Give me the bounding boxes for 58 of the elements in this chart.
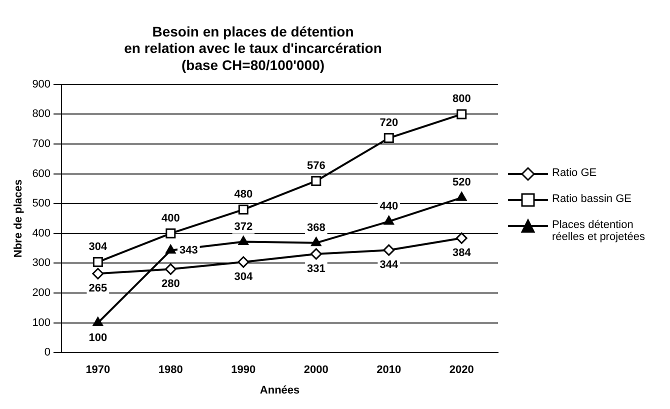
x-tick-label: 1970 — [86, 364, 110, 376]
data-label: 384 — [452, 247, 472, 260]
point — [456, 232, 468, 244]
data-label: 520 — [452, 176, 471, 189]
point — [456, 109, 467, 120]
x-tick-label: 2000 — [304, 364, 328, 376]
y-tick-label: 300 — [32, 257, 51, 270]
point — [238, 204, 248, 215]
x-tick-label: 2010 — [376, 364, 402, 376]
chart-title: Besoin en places de détention en relation avec le taux d'incarcération (base CH=80/100'000) — [124, 23, 382, 73]
x-tick-label: 1980 — [158, 364, 183, 376]
y-tick-label: 400 — [32, 227, 51, 240]
data-label: 100 — [88, 332, 108, 344]
data-label: 304 — [234, 271, 254, 284]
data-label: 304 — [88, 241, 108, 254]
data-label: 344 — [380, 259, 399, 272]
point — [384, 133, 394, 144]
point — [456, 192, 467, 201]
point — [92, 268, 104, 280]
y-tick-label: 800 — [32, 108, 51, 120]
data-label: 480 — [234, 188, 253, 201]
data-label: 265 — [88, 282, 108, 295]
data-label: 372 — [234, 220, 253, 233]
y-tick-label: 100 — [32, 316, 51, 329]
y-tick-label: 700 — [32, 138, 51, 150]
point — [166, 244, 176, 254]
data-label: 343 — [179, 244, 198, 256]
x-tick-label: 1990 — [231, 364, 256, 376]
y-tick-label: 500 — [32, 198, 51, 210]
data-label: 720 — [380, 117, 398, 130]
data-label: 400 — [161, 212, 180, 224]
y-tick-label: 0 — [44, 346, 51, 359]
data-label: 331 — [306, 262, 326, 275]
y-tick-label: 900 — [32, 78, 51, 90]
point — [384, 216, 394, 225]
point — [383, 244, 395, 256]
data-label: 280 — [161, 278, 180, 290]
point — [238, 236, 248, 245]
y-tick-label: 200 — [32, 287, 51, 300]
point — [311, 176, 322, 186]
point — [92, 317, 104, 326]
data-label: 800 — [452, 93, 471, 106]
y-axis-title: Nbre de places — [12, 179, 25, 258]
legend-label: Ratio bassin GE — [552, 192, 632, 205]
x-axis-title: Années — [260, 384, 300, 396]
x-tick-label: 2020 — [449, 364, 474, 376]
point — [92, 257, 103, 267]
legend-label: Places détention réelles et projetées — [552, 218, 646, 243]
data-label: 368 — [306, 222, 326, 234]
point — [311, 237, 322, 246]
point — [164, 263, 176, 275]
y-tick-label: 600 — [32, 168, 51, 180]
data-label: 440 — [380, 200, 398, 213]
point — [166, 228, 176, 238]
legend-label: Ratio GE — [552, 166, 597, 179]
point — [310, 248, 322, 260]
data-label: 576 — [306, 160, 326, 172]
point — [238, 256, 250, 268]
